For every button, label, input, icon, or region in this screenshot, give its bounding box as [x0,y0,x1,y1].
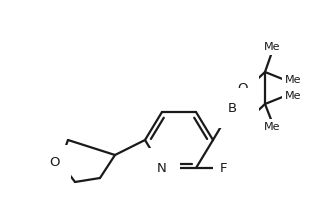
Text: O: O [50,155,60,168]
Text: N: N [157,162,167,174]
Text: B: B [227,101,236,114]
Text: Me: Me [264,122,280,132]
Text: Me: Me [285,75,301,85]
Text: Me: Me [264,42,280,52]
Text: Me: Me [285,91,301,101]
Text: F: F [220,162,228,174]
Text: O: O [237,82,248,95]
Text: O: O [237,114,248,127]
